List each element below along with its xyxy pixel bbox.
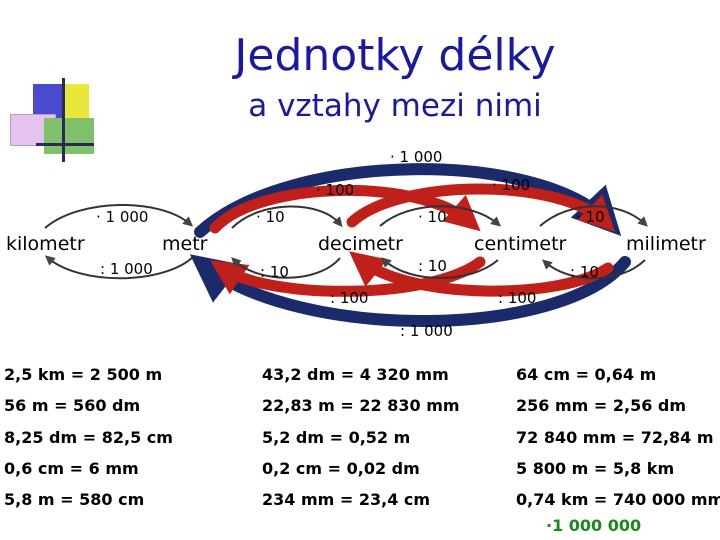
- op-cm-mm-div: : 10: [570, 263, 599, 281]
- op-km-m-mul: · 1 000: [96, 208, 149, 226]
- op-dm-cm-div: : 10: [418, 257, 447, 275]
- exercise-3-5: 0,74 km = 740 000 mm: [516, 490, 720, 509]
- decor-vertical-line: [62, 78, 65, 162]
- op-m-mm-div: : 1 000: [400, 322, 453, 340]
- exercise-1-1: 2,5 km = 2 500 m: [4, 365, 163, 384]
- arrow-dm-to-cm: [379, 205, 502, 227]
- exercise-2-2: 22,83 m = 22 830 mm: [262, 396, 460, 415]
- unit-kilometr: kilometr: [6, 233, 85, 255]
- op-m-dm-mul: · 10: [256, 208, 285, 226]
- exercise-1-3: 8,25 dm = 82,5 cm: [4, 428, 173, 447]
- arrow-dm-to-m: [231, 257, 341, 279]
- arrow-m-to-km: [44, 255, 193, 280]
- decor-square-green: [44, 118, 94, 154]
- exercise-2-1: 43,2 dm = 4 320 mm: [262, 365, 449, 384]
- unit-metr: metr: [162, 233, 208, 255]
- exercise-1-4: 0,6 cm = 6 mm: [4, 459, 139, 478]
- unit-centimetr: centimetr: [474, 233, 567, 255]
- arrow-cm-to-mm: [539, 205, 648, 227]
- op-dm-mm-mul: · 100: [492, 176, 531, 194]
- page-subtitle: a vztahy mezi nimi: [248, 88, 542, 124]
- unit-decimetr: decimetr: [318, 233, 403, 255]
- op-cm-mm-mul: · 10: [576, 208, 605, 226]
- arrow-cm-to-dm: [381, 257, 499, 279]
- unit-milimetr: milimetr: [626, 233, 706, 255]
- op-m-mm-mul: · 1 000: [390, 148, 443, 166]
- decor-horizontal-line: [36, 143, 94, 146]
- arrow-km-to-m: [44, 204, 194, 229]
- op-dm-mm-div: : 100: [498, 289, 537, 307]
- page-title: Jednotky délky: [234, 30, 556, 81]
- exercise-1-5: 5,8 m = 580 cm: [4, 490, 145, 509]
- arrow-m-to-dm: [231, 205, 343, 229]
- op-km-m-div: : 1 000: [100, 260, 153, 278]
- exercise-3-2: 256 mm = 2,56 dm: [516, 396, 687, 415]
- exercise-1-2: 56 m = 560 dm: [4, 396, 141, 415]
- op-dm-cm-mul: · 10: [418, 208, 447, 226]
- arrow-mm-to-m: [189, 254, 631, 327]
- op-m-dm-div: : 10: [260, 263, 289, 281]
- exercise-3-4: 5 800 m = 5,8 km: [516, 459, 675, 478]
- exercise-3-3: 72 840 mm = 72,84 m: [516, 428, 714, 447]
- arrow-cm-to-m: [210, 256, 486, 297]
- op-m-cm-div: : 100: [330, 289, 369, 307]
- op-m-cm-mul: · 100: [316, 181, 355, 199]
- hint-multiplier: ·1 000 000: [546, 516, 642, 535]
- exercise-2-5: 234 mm = 23,4 cm: [262, 490, 431, 509]
- exercise-2-3: 5,2 dm = 0,52 m: [262, 428, 411, 447]
- exercise-3-1: 64 cm = 0,64 m: [516, 365, 657, 384]
- exercise-2-4: 0,2 cm = 0,02 dm: [262, 459, 420, 478]
- arrow-mm-to-cm: [541, 259, 646, 280]
